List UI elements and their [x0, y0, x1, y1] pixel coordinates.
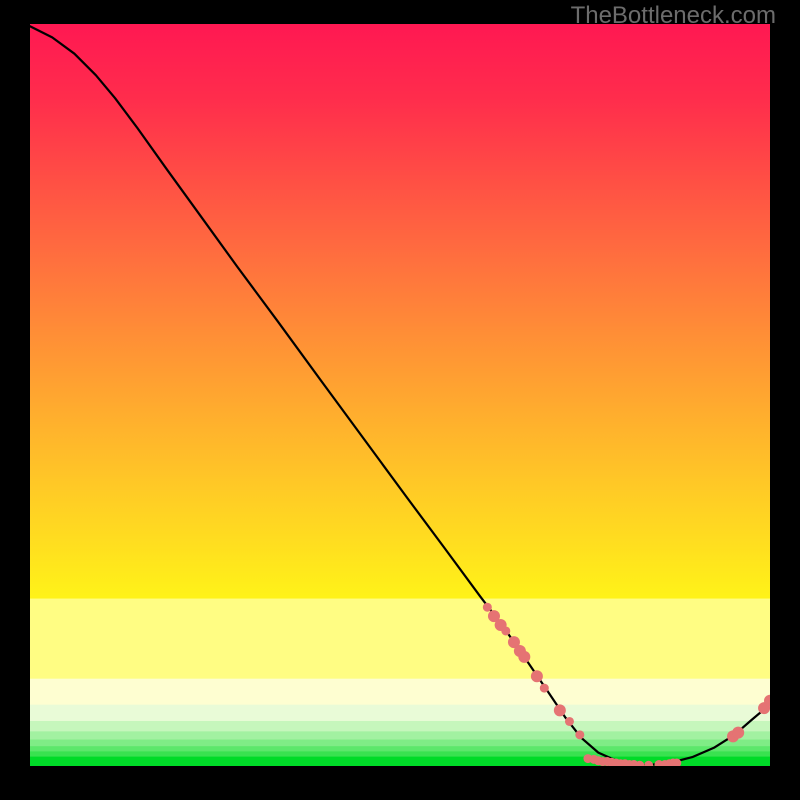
- plot-svg: [30, 24, 770, 766]
- chart-stage: TheBottleneck.com: [0, 0, 800, 800]
- watermark-text: TheBottleneck.com: [571, 2, 776, 30]
- plot-area: [30, 24, 770, 766]
- background-gradient: [30, 24, 770, 766]
